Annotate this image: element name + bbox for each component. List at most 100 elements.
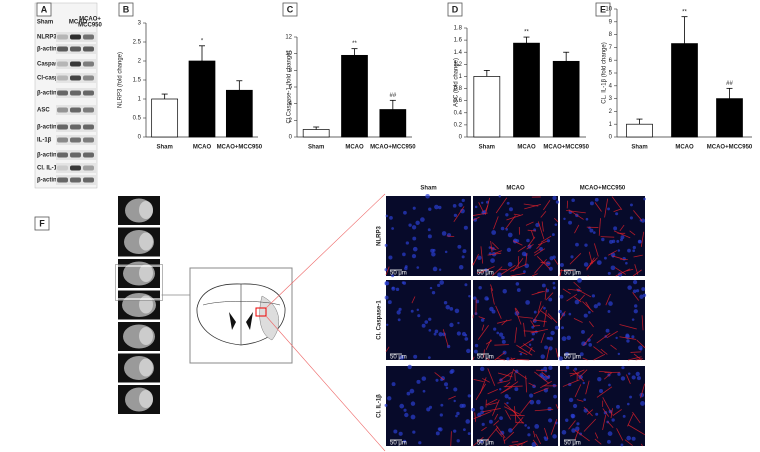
signal-fiber	[641, 315, 644, 331]
signal-fiber	[613, 230, 631, 239]
signal-fiber	[494, 352, 506, 361]
nucleus	[466, 348, 471, 354]
signal-fiber	[630, 351, 642, 353]
nucleus	[610, 265, 616, 271]
nucleus	[488, 246, 492, 249]
nucleus	[389, 216, 393, 220]
signal-fiber	[626, 374, 631, 385]
nucleus	[625, 261, 628, 265]
nucleus	[626, 402, 630, 406]
error-bar	[313, 126, 320, 130]
nucleus	[548, 297, 553, 302]
signal-fiber	[503, 431, 515, 442]
signal-fiber	[487, 402, 499, 406]
signal-fiber	[606, 330, 618, 339]
blot-band	[57, 107, 68, 113]
nucleus	[453, 429, 457, 433]
nucleus	[402, 252, 406, 257]
y-tick-label: 5	[609, 71, 613, 77]
blot-band	[57, 165, 68, 171]
signal-fiber	[544, 427, 549, 440]
nucleus	[478, 286, 482, 290]
signal-fiber	[495, 428, 503, 438]
imaging-row-label: Cl. IL-1β	[377, 394, 383, 418]
signal-fiber	[514, 372, 516, 381]
signal-fiber	[477, 325, 489, 340]
nucleus	[608, 383, 611, 387]
signal-fiber	[604, 198, 609, 218]
signal-fiber	[540, 380, 552, 389]
blot-band	[70, 152, 81, 158]
nucleus	[632, 289, 637, 294]
signal-fiber	[600, 236, 615, 238]
nucleus	[453, 213, 458, 218]
nucleus	[559, 294, 564, 299]
nucleus	[408, 223, 412, 227]
signal-fiber	[598, 218, 601, 236]
y-tick-label: 1	[609, 122, 613, 128]
signal-fiber	[525, 221, 534, 226]
y-tick-label: 1.8	[454, 26, 463, 32]
signal-fiber	[473, 411, 492, 420]
signal-fiber	[540, 235, 552, 243]
signal-fiber	[509, 368, 515, 381]
signal-fiber	[530, 230, 535, 240]
signal-fiber	[497, 372, 513, 378]
signal-fiber	[585, 380, 590, 395]
signal-fiber	[605, 293, 611, 306]
signal-fiber	[485, 426, 499, 442]
brain-diagram	[161, 193, 386, 452]
nucleus	[473, 349, 478, 354]
signal-fiber	[594, 432, 599, 439]
y-tick-label: 0	[138, 135, 142, 141]
nucleus	[631, 375, 636, 380]
nucleus	[620, 376, 626, 381]
signal-fiber	[493, 216, 499, 230]
nucleus	[577, 278, 582, 283]
signal-fiber	[616, 428, 624, 441]
nucleus	[568, 220, 573, 225]
nucleus	[460, 208, 465, 214]
signal-fiber	[478, 202, 484, 213]
y-axis-label: Cl Caspase-1 (fold change)	[287, 50, 293, 123]
signal-fiber	[562, 379, 580, 387]
x-tick-label: Sham	[631, 145, 647, 151]
signal-fiber	[512, 240, 523, 246]
nucleus	[445, 304, 450, 310]
signal-fiber	[632, 411, 641, 424]
nucleus	[527, 426, 531, 430]
nucleus	[589, 201, 594, 206]
signal-fiber	[533, 430, 536, 438]
nucleus	[543, 436, 547, 439]
signal-fiber	[481, 426, 487, 432]
nucleus	[634, 304, 638, 308]
nucleus	[583, 398, 587, 402]
signal-fiber	[493, 420, 500, 426]
nucleus	[397, 318, 401, 322]
signal-fiber	[485, 357, 490, 361]
signal-fiber	[576, 288, 592, 298]
nucleus	[481, 422, 485, 426]
panel-letter-box	[36, 2, 52, 17]
nucleus	[629, 203, 633, 207]
signal-fiber	[516, 358, 530, 361]
signal-fiber	[434, 372, 445, 381]
blot-band	[57, 137, 68, 143]
nucleus	[491, 230, 497, 235]
nucleus	[547, 418, 553, 423]
signal-fiber	[480, 246, 484, 264]
blot-row-label: NLRP3	[37, 35, 57, 41]
nucleus	[533, 310, 537, 314]
signal-fiber	[491, 266, 503, 277]
signal-fiber	[537, 221, 545, 240]
signal-fiber	[537, 301, 542, 313]
signal-fiber	[611, 196, 623, 211]
signal-fiber	[559, 311, 566, 320]
nucleus	[455, 414, 458, 418]
nucleus	[607, 439, 611, 444]
nucleus	[387, 300, 392, 305]
blot-band	[83, 124, 94, 130]
error-bar	[161, 93, 168, 99]
signal-fiber	[472, 436, 484, 447]
signal-fiber	[385, 346, 390, 352]
